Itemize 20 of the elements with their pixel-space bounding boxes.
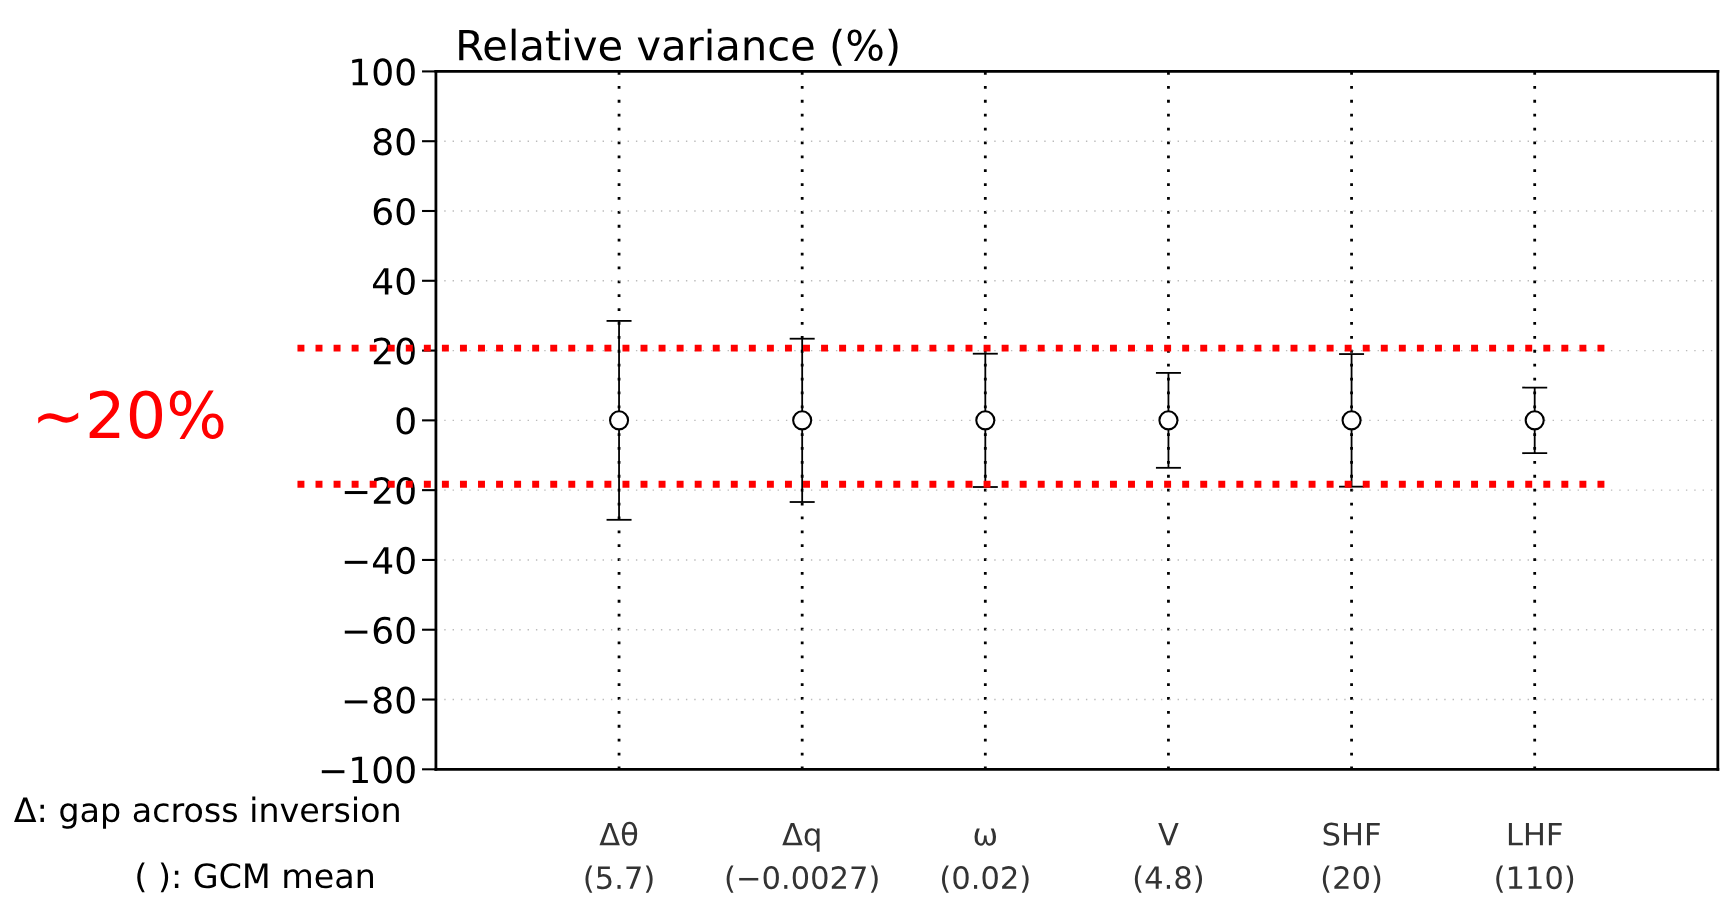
y-tick-label: 80: [373, 128, 415, 156]
y-tick-label: 0: [396, 407, 415, 435]
y-tick-label: 40: [372, 267, 415, 296]
y-tick-label: −80: [344, 686, 415, 714]
x-tick-label: Δq (−0.0027): [726, 823, 878, 893]
y-tick-label: −100: [321, 756, 415, 784]
text: Δ: gap across inversion: [14, 796, 399, 829]
text: ( ): GCM mean: [137, 862, 373, 893]
x-tick-label: Δθ (5.7): [585, 821, 653, 893]
x-tick-label: V (4.8): [1134, 823, 1203, 893]
x-tick-label: ω (0.02): [942, 828, 1029, 893]
text: ∼20%: [38, 390, 224, 439]
y-tick-label: 100: [352, 58, 415, 86]
chart-title: Relative variance (%): [459, 28, 898, 66]
y-tick-label: 60: [373, 197, 415, 226]
y-tick-label: −60: [344, 616, 415, 644]
y-tick-label: 20: [373, 337, 415, 365]
x-tick-label: SHF (20): [1322, 822, 1381, 893]
y-tick-label: −40: [344, 546, 415, 575]
x-tick-label: LHF (110): [1496, 823, 1574, 893]
